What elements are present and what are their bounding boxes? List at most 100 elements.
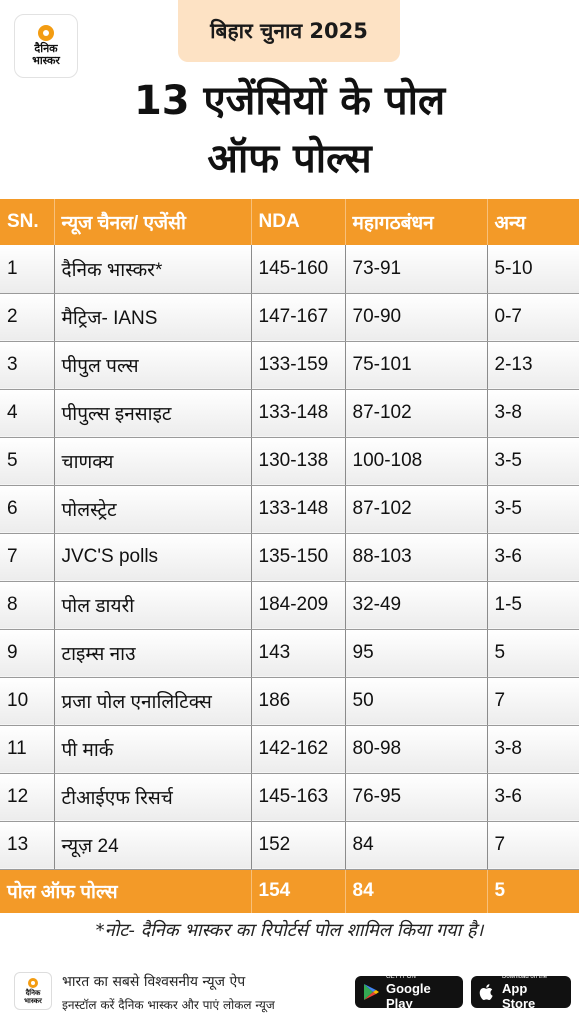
cell-nda: 133-148 — [251, 389, 346, 438]
footer-install-text: इनस्टॉल करें दैनिक भास्कर और पाएं लोकल न… — [62, 998, 275, 1012]
cell-agency: प्रजा पोल एनालिटिक्स — [54, 677, 252, 726]
cell-nda: 133-148 — [251, 485, 346, 534]
cell-others: 3-5 — [487, 437, 579, 486]
poll-table: SN. न्यूज चैनल/ एजेंसी NDA महागठबंधन अन्… — [0, 199, 579, 913]
cell-others: 3-8 — [487, 389, 579, 438]
cell-sn: 11 — [0, 725, 55, 774]
logo-text-line2: भास्कर — [32, 54, 60, 67]
total-row: पोल ऑफ पोल्स 154 84 5 — [0, 869, 579, 913]
cell-nda: 147-167 — [251, 293, 346, 342]
table-row: 3 पीपुल पल्स 133-159 75-101 2-13 — [0, 341, 579, 390]
cell-agency: पीपुल्स इनसाइट — [54, 389, 252, 438]
cell-nda: 152 — [251, 821, 346, 870]
header-sn: SN. — [0, 199, 55, 245]
cell-nda: 143 — [251, 629, 346, 678]
cell-others: 7 — [487, 821, 579, 870]
header-nda: NDA — [251, 199, 346, 245]
total-mahagathbandhan: 84 — [345, 869, 488, 913]
footer-banner: दैनिक भास्कर भारत का सबसे विश्वसनीय न्यू… — [0, 962, 579, 1024]
cell-nda: 133-159 — [251, 341, 346, 390]
table-row: 5 चाणक्य 130-138 100-108 3-5 — [0, 437, 579, 486]
cell-nda: 186 — [251, 677, 346, 726]
footer-logo-line2: भास्कर — [24, 996, 42, 1005]
cell-sn: 5 — [0, 437, 55, 486]
logo-text-line1: दैनिक — [34, 42, 58, 55]
cell-nda: 130-138 — [251, 437, 346, 486]
table-row: 13 न्यूज़ 24 152 84 7 — [0, 821, 579, 870]
cell-agency: दैनिक भास्कर* — [54, 245, 252, 294]
cell-others: 5-10 — [487, 245, 579, 294]
cell-others: 3-6 — [487, 773, 579, 822]
app-store-small: Download on the — [502, 973, 548, 980]
cell-mahagathbandhan: 76-95 — [345, 773, 488, 822]
cell-sn: 4 — [0, 389, 55, 438]
sun-logo-icon — [28, 977, 38, 988]
total-nda: 154 — [251, 869, 346, 913]
header-others: अन्य — [487, 199, 579, 245]
sun-logo-icon — [38, 25, 54, 41]
google-play-label: Google Play — [386, 980, 431, 1011]
app-store-button[interactable]: Download on the App Store — [471, 973, 571, 1011]
table-row: 8 पोल डायरी 184-209 32-49 1-5 — [0, 581, 579, 630]
table-row: 10 प्रजा पोल एनालिटिक्स 186 50 7 — [0, 677, 579, 726]
table-row: 11 पी मार्क 142-162 80-98 3-8 — [0, 725, 579, 774]
apple-icon — [479, 984, 493, 1000]
cell-others: 3-5 — [487, 485, 579, 534]
cell-agency: पोल डायरी — [54, 581, 252, 630]
header-mahagathbandhan: महागठबंधन — [345, 199, 488, 245]
footer-logo-line1: दैनिक — [25, 988, 41, 997]
title-line1: 13 एजेंसियों के पोल — [133, 78, 446, 124]
title-line2: ऑफ पोल्स — [207, 136, 372, 182]
cell-mahagathbandhan: 80-98 — [345, 725, 488, 774]
cell-agency: टीआईएफ रिसर्च — [54, 773, 252, 822]
table-row: 7 JVC'S polls 135-150 88-103 3-6 — [0, 533, 579, 582]
header-agency: न्यूज चैनल/ एजेंसी — [54, 199, 252, 245]
cell-others: 3-8 — [487, 725, 579, 774]
cell-mahagathbandhan: 87-102 — [345, 389, 488, 438]
page-title: 13 एजेंसियों के पोल ऑफ पोल्स — [0, 72, 579, 188]
cell-sn: 6 — [0, 485, 55, 534]
cell-sn: 3 — [0, 341, 55, 390]
footer-tagline: भारत का सबसे विश्वसनीय न्यूज ऐप — [62, 974, 246, 990]
cell-others: 2-13 — [487, 341, 579, 390]
cell-mahagathbandhan: 75-101 — [345, 341, 488, 390]
table-row: 9 टाइम्स नाउ 143 95 5 — [0, 629, 579, 678]
cell-sn: 12 — [0, 773, 55, 822]
table-row: 1 दैनिक भास्कर* 145-160 73-91 5-10 — [0, 245, 579, 294]
table-row: 6 पोलस्ट्रेट 133-148 87-102 3-5 — [0, 485, 579, 534]
cell-nda: 184-209 — [251, 581, 346, 630]
cell-agency: मैट्रिज- IANS — [54, 293, 252, 342]
cell-mahagathbandhan: 95 — [345, 629, 488, 678]
footer-logo[interactable]: दैनिक भास्कर — [14, 972, 52, 1010]
total-others: 5 — [487, 869, 579, 913]
total-label: पोल ऑफ पोल्स — [0, 869, 252, 913]
footnote: *नोट- दैनिक भास्कर का रिपोर्टर्स पोल शाम… — [95, 920, 484, 941]
google-play-button[interactable]: GET IT ON Google Play — [355, 974, 463, 1011]
dainik-bhaskar-logo[interactable]: दैनिक भास्कर — [14, 14, 78, 78]
cell-sn: 8 — [0, 581, 55, 630]
cell-agency: पोलस्ट्रेट — [54, 485, 252, 534]
cell-agency: पी मार्क — [54, 725, 252, 774]
cell-others: 5 — [487, 629, 579, 678]
cell-nda: 145-163 — [251, 773, 346, 822]
cell-nda: 145-160 — [251, 245, 346, 294]
cell-others: 7 — [487, 677, 579, 726]
table-header-row: SN. न्यूज चैनल/ एजेंसी NDA महागठबंधन अन्… — [0, 199, 579, 245]
cell-agency: न्यूज़ 24 — [54, 821, 252, 870]
cell-agency: पीपुल पल्स — [54, 341, 252, 390]
cell-nda: 135-150 — [251, 533, 346, 582]
cell-sn: 1 — [0, 245, 55, 294]
cell-mahagathbandhan: 87-102 — [345, 485, 488, 534]
cell-sn: 9 — [0, 629, 55, 678]
cell-sn: 10 — [0, 677, 55, 726]
cell-sn: 2 — [0, 293, 55, 342]
cell-sn: 13 — [0, 821, 55, 870]
cell-mahagathbandhan: 100-108 — [345, 437, 488, 486]
cell-mahagathbandhan: 70-90 — [345, 293, 488, 342]
table-row: 12 टीआईएफ रिसर्च 145-163 76-95 3-6 — [0, 773, 579, 822]
google-play-icon — [364, 984, 379, 1000]
cell-sn: 7 — [0, 533, 55, 582]
header: दैनिक भास्कर बिहार चुनाव 2025 13 एजेंसिय… — [0, 0, 579, 196]
cell-others: 1-5 — [487, 581, 579, 630]
cell-mahagathbandhan: 84 — [345, 821, 488, 870]
